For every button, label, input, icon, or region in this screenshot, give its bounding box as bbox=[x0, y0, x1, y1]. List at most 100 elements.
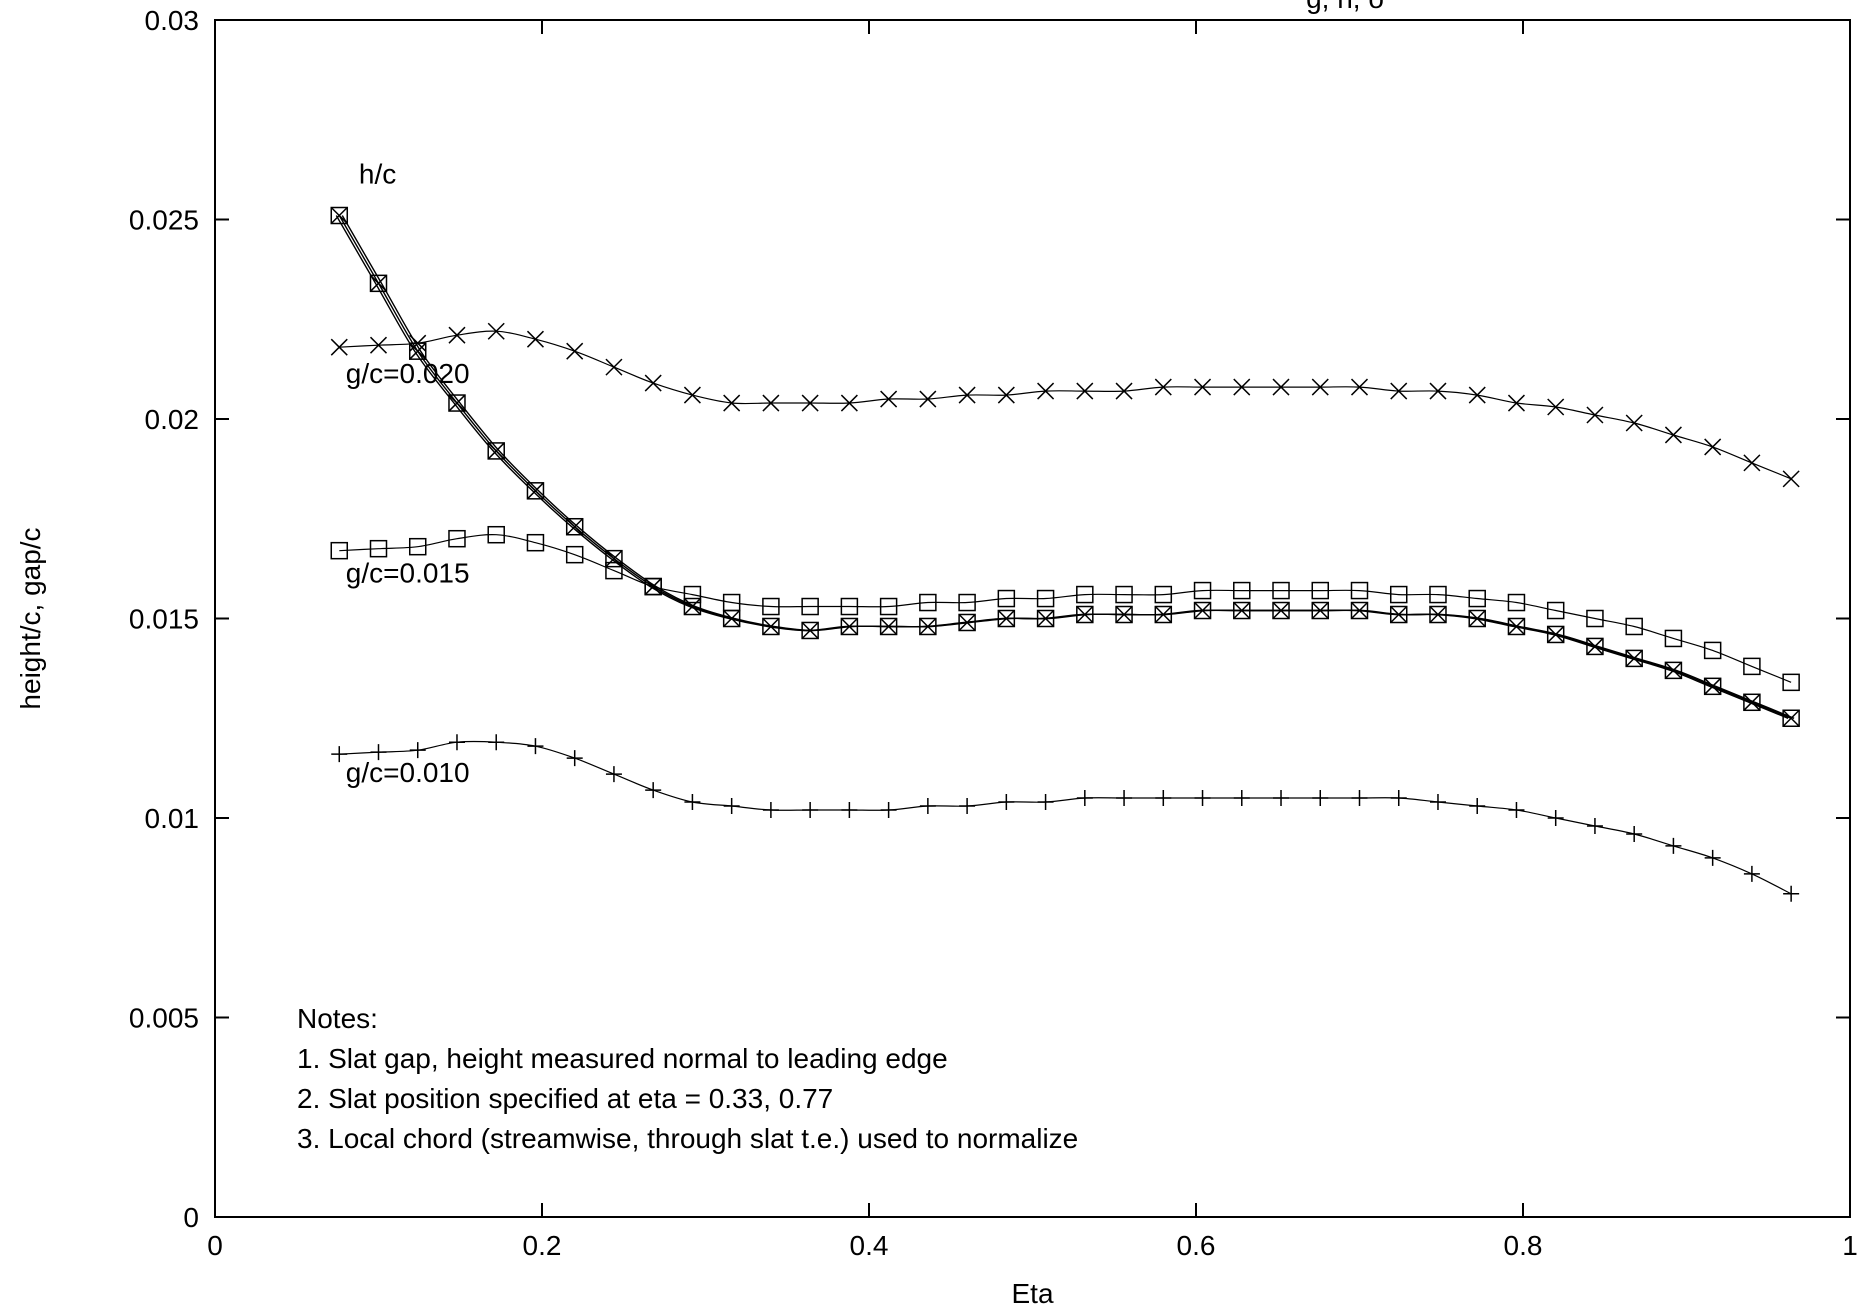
x-tick-label: 0 bbox=[207, 1230, 223, 1261]
annotation: h/c bbox=[359, 159, 396, 190]
annotations: h/c g/c=0.020 g/c=0.015 g/c=0.010 bbox=[346, 159, 470, 789]
point bbox=[1664, 426, 1682, 444]
point bbox=[1429, 605, 1447, 624]
point bbox=[487, 322, 505, 340]
point bbox=[1037, 609, 1055, 628]
notes-heading: Notes: bbox=[297, 1003, 378, 1034]
point bbox=[1743, 693, 1761, 712]
point bbox=[1194, 601, 1212, 620]
point bbox=[1233, 601, 1251, 620]
point bbox=[331, 746, 348, 763]
point bbox=[1193, 601, 1212, 620]
point bbox=[1546, 625, 1565, 644]
point bbox=[1389, 605, 1408, 624]
point bbox=[1703, 641, 1722, 660]
point bbox=[565, 517, 584, 536]
y-tick-label: 0.01 bbox=[145, 803, 200, 834]
point bbox=[841, 802, 858, 819]
point bbox=[919, 617, 937, 636]
point bbox=[1586, 637, 1604, 655]
point bbox=[644, 578, 662, 596]
point bbox=[527, 738, 544, 755]
point bbox=[1743, 693, 1761, 711]
point bbox=[1625, 649, 1643, 668]
point bbox=[487, 442, 505, 460]
point bbox=[1076, 382, 1094, 400]
point bbox=[1429, 382, 1447, 400]
point bbox=[840, 617, 858, 636]
point bbox=[880, 617, 898, 636]
point bbox=[1311, 601, 1330, 620]
y-tick-label: 0 bbox=[183, 1202, 199, 1233]
point bbox=[526, 533, 545, 552]
point bbox=[1468, 589, 1486, 608]
point bbox=[1272, 601, 1290, 620]
point bbox=[997, 589, 1016, 608]
point bbox=[526, 482, 545, 500]
point bbox=[1389, 585, 1408, 604]
point bbox=[1311, 378, 1329, 396]
point bbox=[605, 766, 622, 783]
point bbox=[879, 597, 898, 616]
point bbox=[1194, 378, 1212, 396]
point bbox=[487, 442, 505, 460]
y-tick-label: 0.015 bbox=[129, 604, 199, 635]
point bbox=[1194, 790, 1211, 807]
point bbox=[605, 358, 623, 376]
point bbox=[1076, 585, 1094, 604]
series-plus bbox=[331, 734, 1800, 902]
chart-title: g, h, o bbox=[1306, 0, 1384, 14]
point bbox=[644, 577, 662, 596]
point bbox=[330, 206, 349, 225]
point bbox=[566, 518, 584, 536]
point bbox=[1626, 825, 1643, 842]
series-square bbox=[330, 525, 1800, 692]
annotation: g/c=0.010 bbox=[346, 757, 470, 788]
point bbox=[1664, 661, 1683, 680]
point bbox=[1507, 394, 1525, 412]
point bbox=[1625, 617, 1643, 636]
point bbox=[1547, 625, 1565, 643]
x-tick-label: 0.4 bbox=[850, 1230, 889, 1261]
point bbox=[840, 394, 858, 412]
point bbox=[369, 274, 388, 292]
point bbox=[762, 597, 780, 616]
point bbox=[526, 482, 544, 500]
point bbox=[369, 274, 388, 293]
series-line bbox=[339, 533, 1792, 683]
point bbox=[1429, 794, 1446, 811]
point bbox=[919, 390, 937, 408]
series-x bbox=[330, 322, 1800, 488]
point bbox=[409, 742, 426, 759]
point bbox=[330, 541, 349, 560]
point bbox=[330, 206, 348, 225]
point bbox=[801, 621, 819, 640]
point bbox=[723, 394, 741, 412]
point bbox=[1703, 677, 1722, 696]
point bbox=[683, 386, 701, 404]
point bbox=[840, 597, 859, 616]
point bbox=[1311, 581, 1330, 600]
point bbox=[1704, 438, 1722, 456]
point bbox=[723, 609, 741, 628]
point bbox=[1547, 810, 1564, 826]
point bbox=[1586, 637, 1604, 656]
point bbox=[1076, 605, 1094, 624]
x-tick-label: 0.2 bbox=[523, 1230, 562, 1261]
point bbox=[408, 537, 427, 556]
point bbox=[1076, 790, 1093, 807]
point bbox=[958, 593, 976, 612]
point bbox=[1115, 382, 1133, 400]
point bbox=[1586, 817, 1603, 834]
point bbox=[880, 390, 898, 408]
point bbox=[1350, 581, 1369, 600]
point bbox=[1508, 802, 1525, 819]
point bbox=[1154, 605, 1172, 624]
point bbox=[1312, 790, 1329, 807]
point bbox=[880, 802, 897, 819]
point bbox=[1076, 605, 1094, 624]
point bbox=[1664, 629, 1683, 648]
point bbox=[605, 549, 623, 568]
point bbox=[1311, 601, 1329, 620]
point bbox=[1272, 601, 1290, 620]
